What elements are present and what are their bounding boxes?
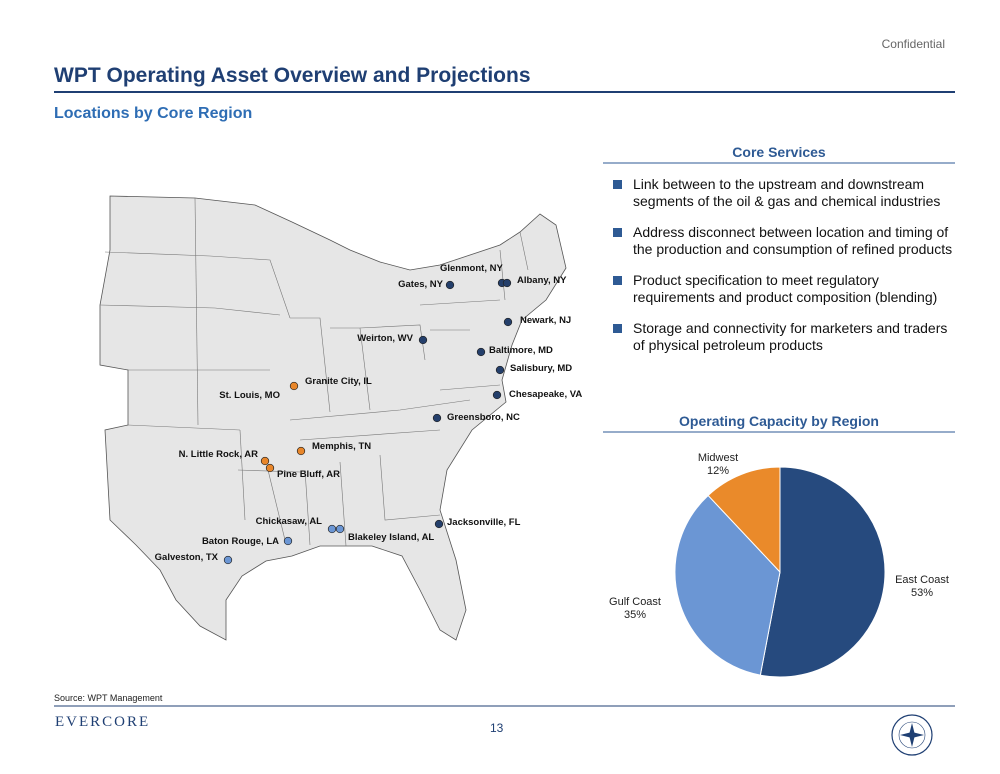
pie-slice — [707, 466, 781, 574]
location-label: Glenmont, NY — [440, 263, 503, 274]
location-label: N. Little Rock, AR — [179, 449, 258, 460]
location-dot — [418, 335, 428, 345]
page-number: 13 — [490, 721, 504, 735]
location-dot — [445, 280, 455, 290]
location-dot — [335, 524, 345, 534]
chart-title: Operating Capacity by Region — [679, 413, 879, 429]
slice-label: East Coast — [895, 574, 949, 586]
confidential-label: Confidential — [881, 37, 945, 51]
location-label: Galveston, TX — [155, 552, 219, 563]
map-outline — [99, 195, 567, 641]
slice-value-label: 12% — [707, 465, 729, 477]
pie-slice — [674, 494, 781, 676]
location-dot — [492, 390, 502, 400]
slice-value-label: 53% — [911, 587, 933, 599]
location-dot — [327, 524, 337, 534]
location-dot — [283, 536, 293, 546]
location-label: Memphis, TN — [312, 441, 371, 452]
brand: EVERCORE — [55, 714, 151, 730]
location-label: Chesapeake, VA — [509, 389, 582, 400]
slice-label: Gulf Coast — [609, 596, 661, 608]
location-label: Albany, NY — [517, 275, 567, 286]
location-dot — [502, 278, 512, 288]
location-dot — [476, 347, 486, 357]
bullet-item: Address disconnect between location and … — [611, 224, 956, 258]
location-dot — [503, 317, 513, 327]
location-dot — [289, 381, 299, 391]
location-dot — [223, 555, 233, 565]
location-label: Gates, NY — [398, 279, 444, 290]
slide-subtitle: Locations by Core Region — [54, 105, 253, 122]
bullet-list: Link between to the upstream and downstr… — [611, 176, 956, 368]
location-label: Newark, NJ — [520, 315, 571, 326]
location-label: Baltimore, MD — [489, 345, 553, 356]
location-dot — [265, 463, 275, 473]
location-dot — [434, 519, 444, 529]
location-dot — [296, 446, 306, 456]
location-label: Weirton, WV — [357, 333, 413, 344]
location-label: Jacksonville, FL — [447, 517, 521, 528]
location-dot — [495, 365, 505, 375]
location-dot — [432, 413, 442, 423]
source-note: Source: WPT Management — [54, 693, 163, 703]
slice-label: Midwest — [698, 452, 738, 464]
section-title: Core Services — [732, 144, 826, 160]
us-map: Glenmont, NY Gates, NY Albany, NY Newark, N… — [99, 195, 582, 641]
location-dot — [260, 456, 270, 466]
location-label: Pine Bluff, AR — [277, 469, 340, 480]
location-label: Granite City, IL — [305, 376, 372, 387]
location-label: Blakeley Island, AL — [348, 532, 434, 543]
bullet-item: Product specification to meet regulatory… — [611, 272, 956, 306]
bullet-item: Link between to the upstream and downstr… — [611, 176, 956, 210]
logo — [891, 714, 933, 756]
state-lines — [99, 197, 529, 547]
slide-title: WPT Operating Asset Overview and Project… — [54, 64, 531, 87]
location-label: Salisbury, MD — [510, 363, 572, 374]
location-label: St. Louis, MO — [219, 390, 280, 401]
location-label: Baton Rouge, LA — [202, 536, 279, 547]
location-label: Chickasaw, AL — [256, 516, 323, 527]
slice-value-label: 35% — [624, 609, 646, 621]
pie-slice — [759, 466, 886, 678]
bullet-item: Storage and connectivity for marketers a… — [611, 320, 956, 354]
location-label: Greensboro, NC — [447, 412, 520, 423]
